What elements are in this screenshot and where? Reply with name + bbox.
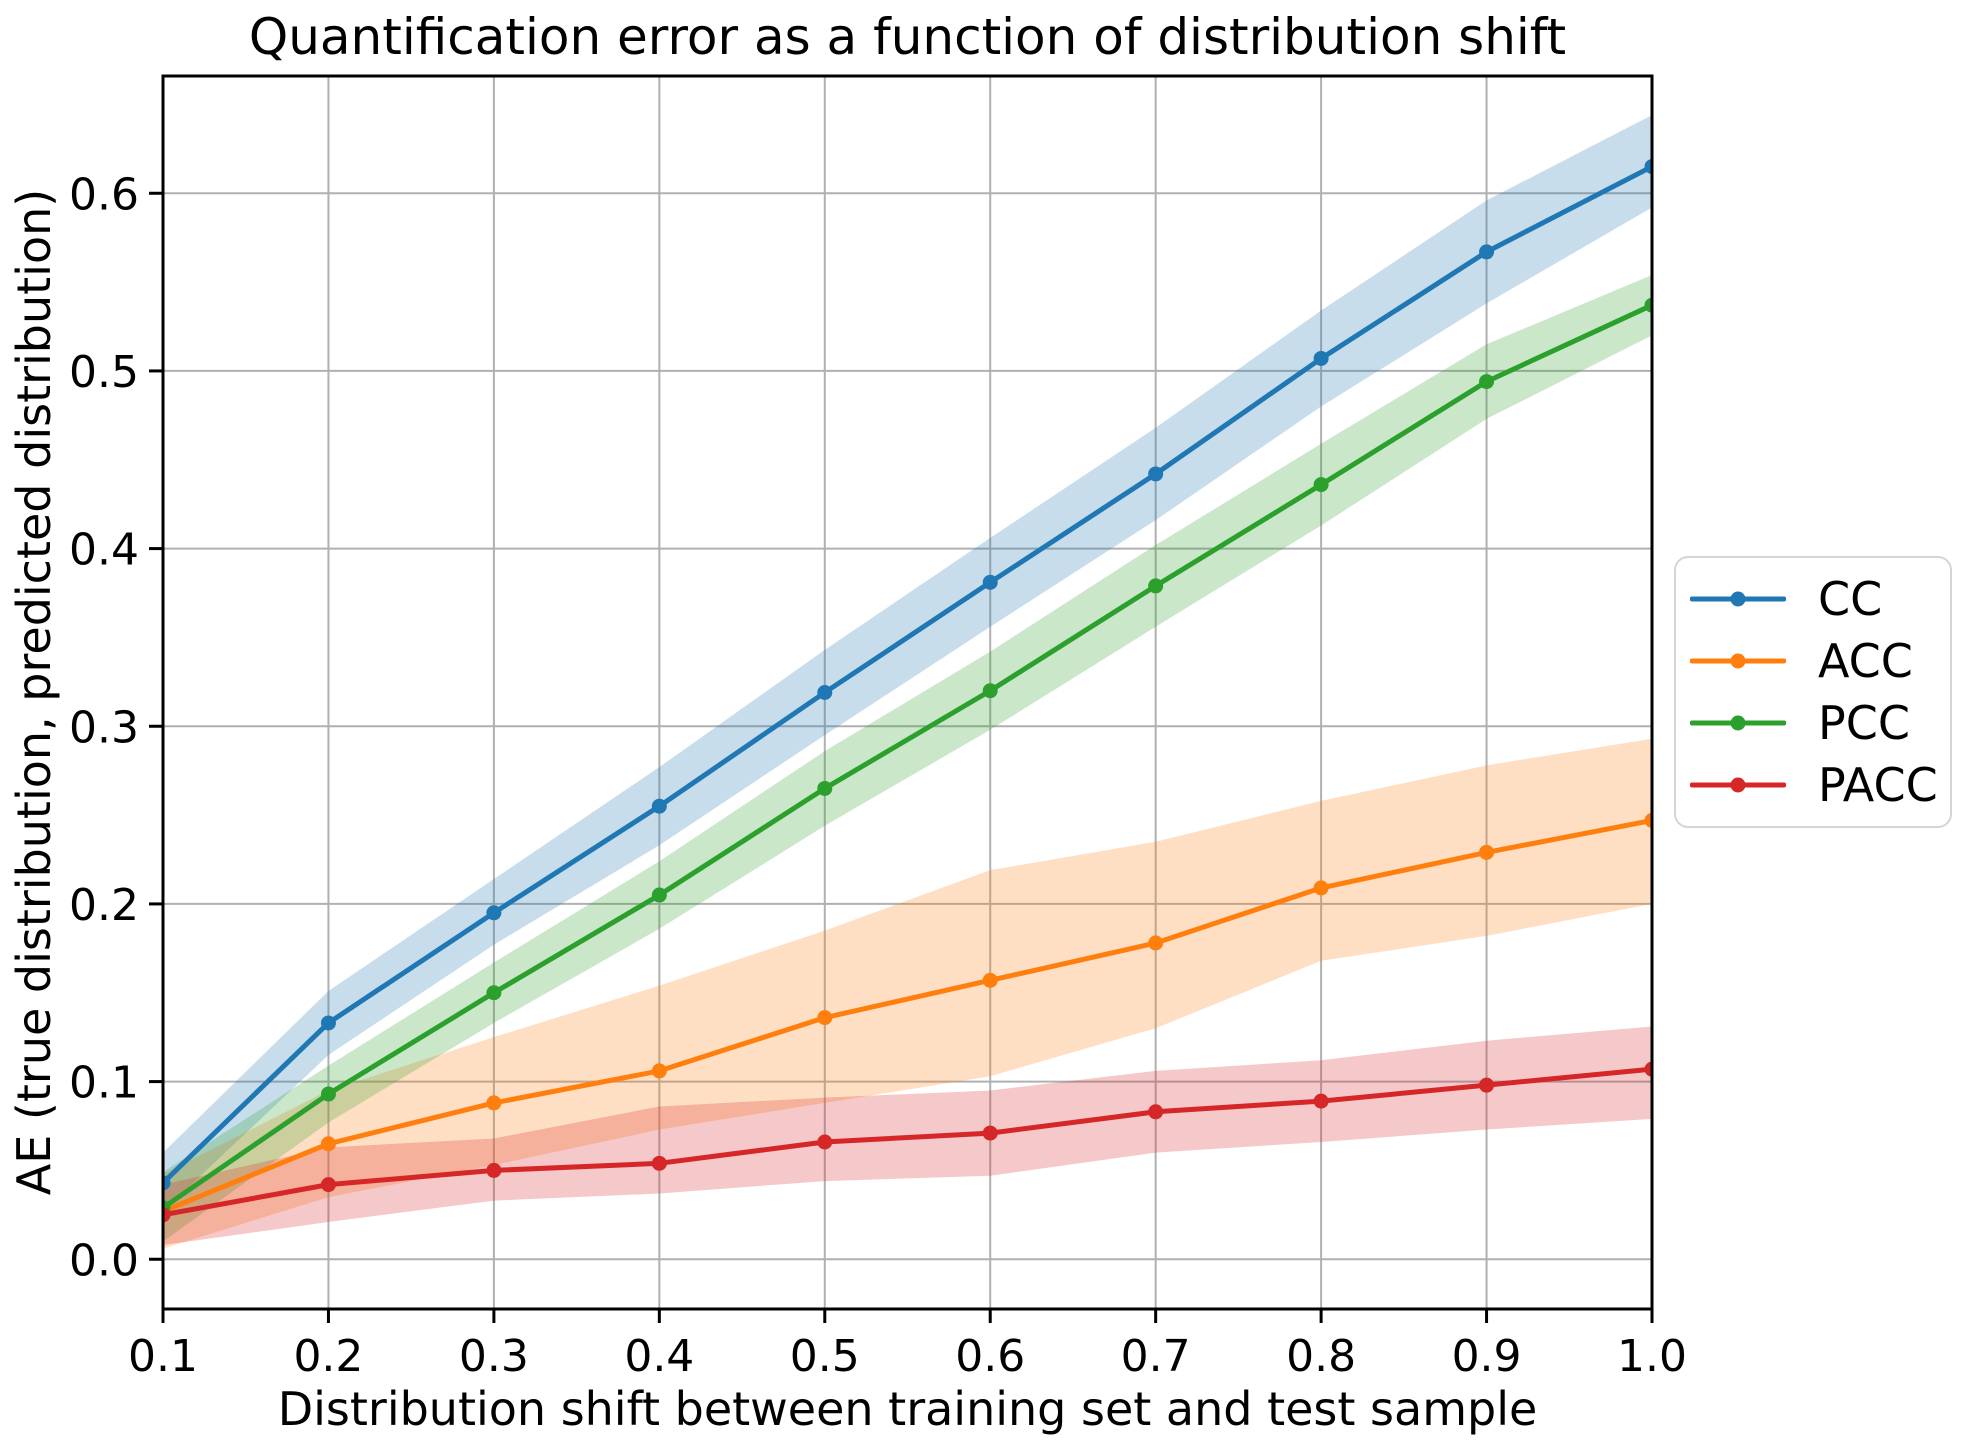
marker-pcc [1313,477,1329,493]
x-tick-label: 0.5 [790,1331,860,1382]
y-tick-label: 0.5 [69,347,139,398]
marker-pcc [486,985,502,1001]
legend-line-sample [1690,715,1786,731]
y-tick-label: 0.3 [69,702,139,753]
marker-acc [1644,812,1652,828]
marker-pacc [982,1125,998,1141]
marker-cc [163,1175,171,1191]
chart-title: Quantification error as a function of di… [248,8,1567,66]
legend-label-pacc: PACC [1818,758,1938,812]
x-tick-label: 0.8 [1286,1331,1356,1382]
x-tick-label: 0.9 [1452,1331,1522,1382]
marker-pcc [651,887,667,903]
legend-row-cc: CC [1690,576,1950,622]
plot-border [161,74,1654,1311]
marker-pcc [1644,297,1652,313]
marker-cc [1479,244,1495,260]
line-pcc [163,302,1652,1211]
marker-pcc [817,780,833,796]
marker-pacc [486,1162,502,1178]
marker-pacc [163,1207,171,1223]
confidence-bands [163,115,1652,1249]
legend-label-pcc: PCC [1818,696,1910,750]
x-axis-label: Distribution shift between training set … [277,1382,1538,1436]
marker-pacc [1479,1077,1495,1093]
marker-pcc [1479,374,1495,390]
legend-row-acc: ACC [1690,638,1950,684]
y-axis-label: AE (true distribution, predicted distrib… [7,188,61,1196]
x-tick-label: 0.4 [624,1331,694,1382]
legend: CC ACC PCC PACC [1674,556,1952,828]
legend-row-pacc: PACC [1690,762,1950,808]
marker-acc [1479,844,1495,860]
marker-cc [982,574,998,590]
marker-pacc [1148,1104,1164,1120]
x-tick-label: 0.1 [128,1331,198,1382]
x-tick-label: 0.3 [459,1331,529,1382]
line-cc [163,164,1652,1186]
marker-acc [486,1095,502,1111]
marker-pcc [982,683,998,699]
x-tick-label: 0.7 [1121,1331,1191,1382]
series-lines [163,159,1652,1223]
marker-cc [1644,159,1652,175]
axis-ticks: 0.1 0.2 0.3 0.4 0.5 0.6 0.7 0.8 0.9 1.0 0.0 0.1 0.2 0… [69,169,1687,1382]
marker-cc [651,798,667,814]
marker-pacc [1313,1093,1329,1109]
band-pcc [163,274,1652,1242]
marker-cc [817,685,833,700]
legend-label-acc: ACC [1818,634,1913,688]
marker-cc [320,1015,336,1031]
marker-acc [1313,880,1329,896]
legend-line-sample [1690,653,1786,669]
y-tick-label: 0.4 [69,525,139,576]
marker-pcc [1148,578,1164,594]
marker-pacc [817,1134,833,1150]
y-tick-label: 0.2 [69,880,139,931]
marker-pacc [1644,1061,1652,1077]
marker-acc [1148,935,1164,951]
legend-row-pcc: PCC [1690,700,1950,746]
marker-acc [320,1136,336,1152]
band-acc [163,738,1652,1249]
marker-cc [1148,466,1164,482]
legend-line-sample [1690,777,1786,793]
marker-pacc [320,1177,336,1193]
marker-cc [1313,350,1329,366]
x-tick-label: 0.6 [955,1331,1025,1382]
y-tick-label: 0.1 [69,1058,139,1109]
line-acc [163,817,1652,1214]
y-tick-label: 0.0 [69,1235,139,1286]
marker-pacc [651,1155,667,1171]
legend-label-cc: CC [1818,572,1883,626]
marker-cc [486,905,502,921]
line-pacc [163,1066,1652,1218]
x-tick-label: 0.2 [293,1331,363,1382]
marker-acc [982,972,998,988]
x-tick-label: 1.0 [1617,1331,1687,1382]
marker-acc [651,1063,667,1079]
marker-acc [817,1010,833,1026]
marker-pcc [320,1086,336,1102]
y-tick-label: 0.6 [69,169,139,220]
legend-line-sample [1690,591,1786,607]
